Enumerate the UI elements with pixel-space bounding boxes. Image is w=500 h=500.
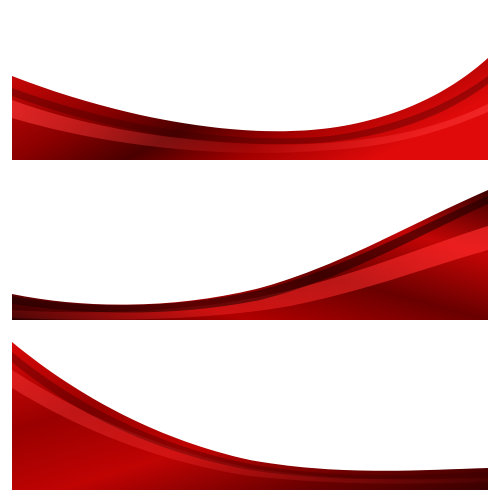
bottom-wave-shape (12, 342, 488, 490)
middle-wave-shape (12, 190, 488, 320)
top-wave-shadow (12, 76, 488, 145)
bottom-wave-sheen (12, 370, 488, 484)
middle-wave-banner (12, 190, 488, 320)
top-wave-sheen (12, 100, 488, 153)
bottom-wave-banner (12, 342, 488, 490)
bottom-wave-shadow (12, 352, 488, 479)
top-wave-banner (12, 58, 488, 160)
